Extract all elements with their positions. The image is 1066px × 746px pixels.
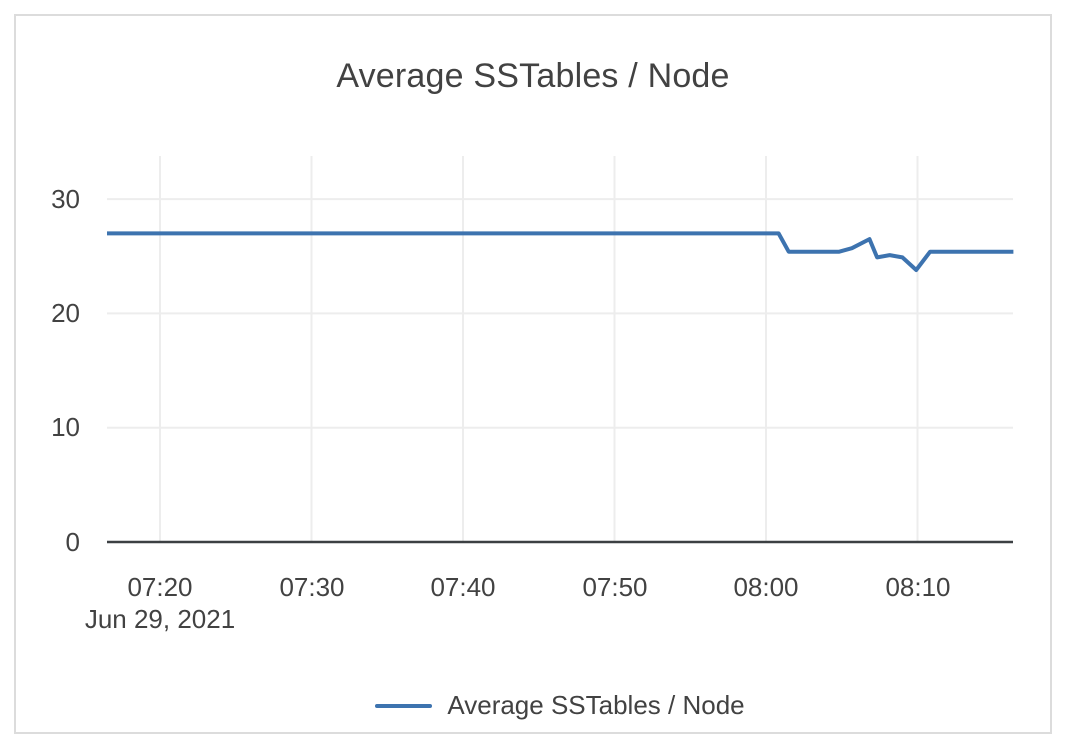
x-axis-tick-label-0740: 07:40 [430,572,496,602]
x-axis-tick-label-0730: 07:30 [279,572,345,602]
x-axis-tick-label-0800: 08:00 [733,572,799,602]
x-axis-tick-label-0750: 07:50 [582,572,648,602]
legend-item[interactable]: Average SSTables / Node [375,690,745,721]
x-axis-tick-label-0810: 08:10 [885,572,951,602]
legend-line-swatch [375,703,433,708]
x-axis-date-label: Jun 29, 2021 [84,604,236,634]
y-axis-tick-label-0: 0 [65,527,80,557]
y-axis-tick-label-30: 30 [51,184,80,214]
series-line-average-sstables-per-node [107,231,1014,272]
legend-label: Average SSTables / Node [447,690,745,720]
x-axis-tick-label-0720: 07:20 [127,572,193,602]
y-axis-tick-label-10: 10 [51,412,80,442]
chart-title: Average SSTables / Node [336,57,730,95]
y-axis-tick-label-20: 20 [51,298,80,328]
chart-legend: Average SSTables / Node [107,690,1013,721]
chart-card: Average SSTables / Node [14,14,1052,734]
